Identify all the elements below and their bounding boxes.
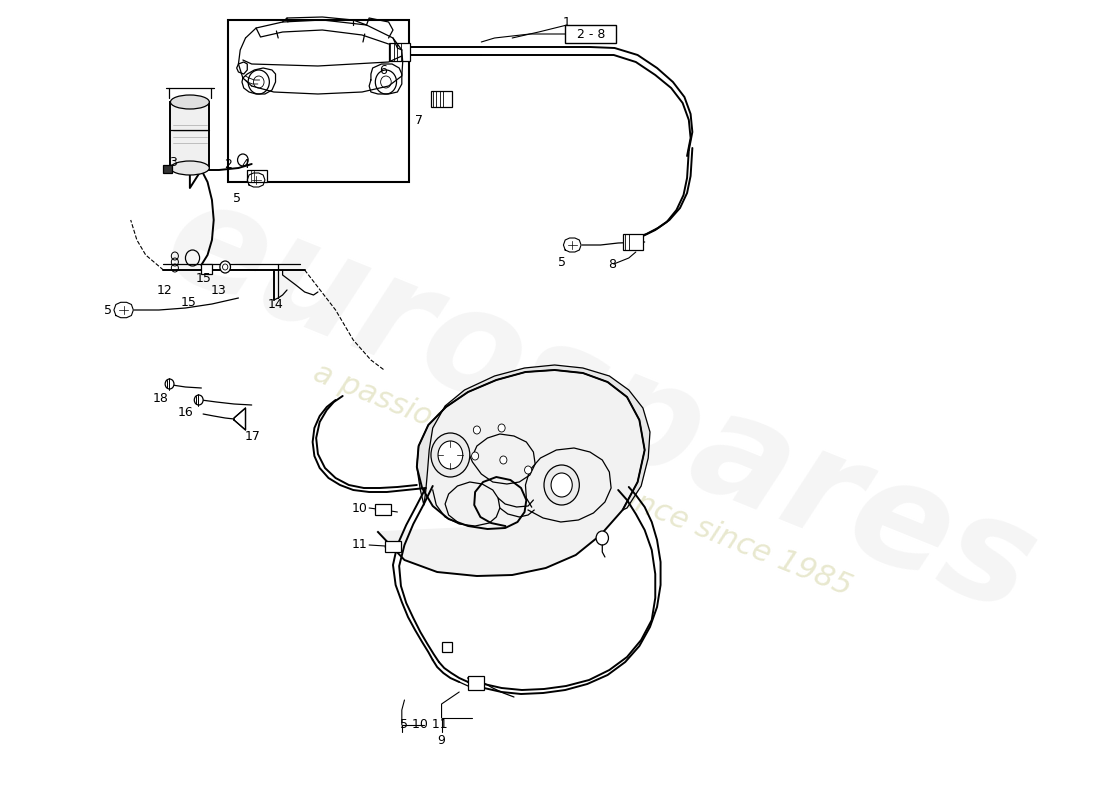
Circle shape (551, 473, 572, 497)
Circle shape (525, 466, 531, 474)
Bar (441, 642, 452, 652)
Circle shape (438, 441, 463, 469)
Circle shape (238, 154, 249, 166)
Bar (388, 43, 410, 61)
Circle shape (165, 379, 174, 389)
Polygon shape (563, 238, 581, 252)
Text: 18: 18 (153, 391, 168, 405)
Text: 14: 14 (267, 298, 284, 311)
Circle shape (472, 452, 478, 460)
Polygon shape (114, 302, 133, 318)
Text: 6: 6 (379, 63, 387, 77)
Text: 8: 8 (608, 258, 616, 270)
Bar (164, 165, 173, 173)
Text: 9: 9 (438, 734, 446, 746)
Bar (228, 20, 409, 182)
Circle shape (431, 433, 470, 477)
Text: 5 10 11: 5 10 11 (400, 718, 448, 731)
Text: 5: 5 (103, 303, 112, 317)
Bar (565, 25, 616, 43)
Text: 15: 15 (195, 271, 211, 285)
Text: 12: 12 (156, 283, 172, 297)
Bar (170, 102, 209, 168)
Text: 7: 7 (415, 114, 422, 126)
Circle shape (498, 424, 505, 432)
Ellipse shape (170, 161, 209, 175)
Bar (248, 170, 266, 182)
Polygon shape (378, 370, 645, 576)
Circle shape (222, 264, 228, 270)
Text: 4: 4 (242, 158, 250, 171)
Bar (201, 264, 212, 274)
Circle shape (544, 465, 580, 505)
Circle shape (473, 426, 481, 434)
Text: 1: 1 (563, 17, 571, 30)
Bar (624, 234, 642, 250)
Text: 5: 5 (233, 191, 241, 205)
Text: 13: 13 (211, 283, 227, 297)
Ellipse shape (170, 95, 209, 109)
Text: a passion for performance since 1985: a passion for performance since 1985 (309, 358, 857, 602)
Text: 5: 5 (558, 255, 565, 269)
Text: 3: 3 (169, 155, 177, 169)
Polygon shape (417, 365, 650, 510)
Text: 15: 15 (182, 297, 197, 310)
Circle shape (195, 395, 204, 405)
Bar (385, 541, 400, 552)
Polygon shape (248, 173, 265, 187)
Text: 2 - 8: 2 - 8 (576, 27, 605, 41)
Text: 16: 16 (177, 406, 194, 419)
Bar (431, 91, 452, 107)
Bar (375, 504, 392, 515)
Bar (469, 676, 484, 690)
Text: 2: 2 (224, 158, 232, 171)
Text: 10: 10 (352, 502, 367, 514)
Text: 11: 11 (352, 538, 367, 551)
Circle shape (499, 456, 507, 464)
Circle shape (596, 531, 608, 545)
Circle shape (220, 261, 231, 273)
Text: eurospares: eurospares (146, 167, 1055, 643)
Text: 17: 17 (244, 430, 261, 443)
Polygon shape (234, 408, 245, 430)
